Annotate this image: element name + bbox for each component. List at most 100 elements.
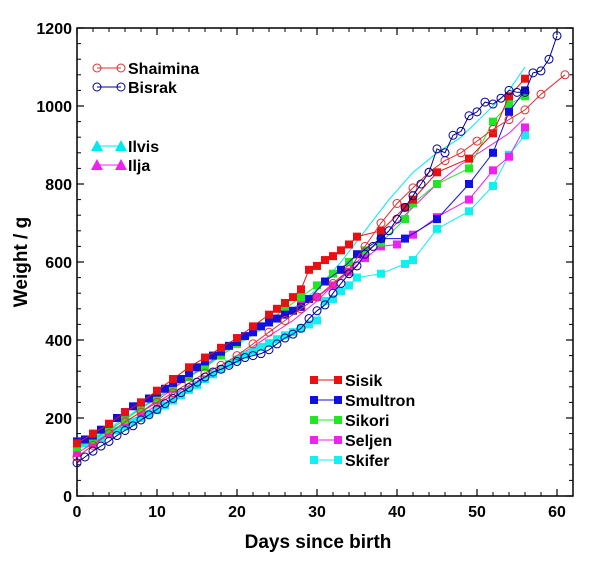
data-point-sisik [273,304,281,313]
legend-label-ilja: Ilja [128,158,150,175]
data-point-sisik [105,419,113,428]
data-point-skifer [409,256,417,265]
y-tick-label: 0 [63,489,72,506]
data-point-sikori [465,164,473,173]
data-point-sisik [185,363,193,372]
legend-entry-seljen: Seljen [310,433,392,450]
legend: Shaimina Bisrak Ilvis Ilja Sisik Smultron Siko… [91,61,415,470]
data-point-shaimina [392,199,402,208]
data-point-shaimina [536,89,546,99]
data-point-bisrak [152,404,162,414]
data-point-smultron [289,306,297,315]
legend-entry-ilja: Ilja [91,158,150,175]
data-point-skifer [225,360,233,369]
data-point-bisrak [360,249,370,259]
data-point-smultron [353,250,361,259]
legend-marker-skifer [334,456,342,464]
data-point-sikori [329,269,337,278]
legend-marker-smultron [310,396,318,404]
data-point-bisrak [496,93,506,103]
data-point-sisik [521,74,529,83]
data-point-bisrak [336,278,346,288]
legend-entry-bisrak: Bisrak [92,80,177,97]
data-point-sisik [321,256,329,265]
data-point-bisrak [232,356,242,366]
data-point-bisrak [168,394,178,403]
data-point-skifer [265,339,273,348]
series-sisik [73,74,529,448]
data-point-smultron [273,314,281,323]
data-point-sisik [89,429,97,438]
data-point-smultron [129,402,137,411]
data-point-bisrak [328,288,338,298]
data-point-sisik [345,240,353,249]
data-point-sisik [433,168,441,177]
data-point-bisrak [488,99,498,109]
data-point-bisrak [400,202,410,212]
data-point-bisrak [368,241,378,251]
data-point-skifer [209,370,217,379]
data-point-bisrak [264,345,274,355]
data-point-bisrak [256,349,266,359]
legend-entry-skifer: Skifer [310,453,389,470]
legend-marker-sikori [310,416,318,424]
data-point-bisrak [136,415,146,425]
x-tick-label: 30 [308,504,326,521]
data-point-skifer [137,414,145,422]
data-point-smultron [81,435,89,444]
data-point-bisrak [192,377,202,387]
data-point-skifer [521,131,529,140]
series-line-shaimina [76,74,566,458]
legend-marker-ilja [115,159,127,170]
data-point-bisrak [176,388,186,398]
data-point-smultron [97,425,105,434]
data-point-smultron [297,302,305,311]
data-point-shaimina [456,148,466,158]
data-point-shaimina [472,136,482,146]
data-point-skifer [273,335,281,344]
data-point-seljen [465,195,473,204]
data-point-shaimina [560,70,570,80]
legend-label-shaimina: Shaimina [128,61,199,78]
data-point-bisrak [80,452,90,462]
data-point-skifer [153,406,161,415]
legend-marker-shaimina [92,63,102,73]
data-point-bisrak [312,306,322,316]
data-point-sikori [281,304,289,313]
legend-marker-sikori [334,416,342,424]
legend-marker-ilja [91,159,103,170]
legend-label-ilvis: Ilvis [128,139,159,156]
data-point-bisrak [544,54,554,64]
data-point-sisik [465,154,473,163]
data-point-bisrak [448,130,458,140]
data-point-bisrak [112,431,122,441]
data-point-bisrak [392,214,402,224]
data-point-skifer [377,269,385,278]
data-point-bisrak [352,261,362,271]
data-point-smultron [185,369,193,378]
data-point-skifer [401,259,409,268]
data-point-sikori [201,363,209,372]
data-point-bisrak [280,333,290,343]
data-point-shaimina [504,115,514,125]
data-point-smultron [225,341,233,350]
x-tick-label: 10 [148,504,166,521]
data-point-bisrak [424,167,434,177]
data-point-bisrak [104,436,114,446]
data-point-skifer [185,385,193,394]
data-point-sisik [377,226,385,235]
data-point-smultron [161,384,169,393]
y-tick-label: 200 [45,411,72,428]
data-point-shaimina [520,105,530,115]
data-point-skifer [177,391,185,400]
y-tick-label: 800 [45,177,72,194]
data-point-sisik [169,375,177,383]
data-point-bisrak [288,329,298,339]
data-point-bisrak [88,446,98,456]
data-point-skifer [161,401,169,410]
data-point-sikori [433,180,441,188]
data-point-smultron [281,310,289,319]
legend-marker-seljen [334,436,342,444]
data-point-bisrak [200,372,210,382]
data-point-skifer [329,295,337,304]
